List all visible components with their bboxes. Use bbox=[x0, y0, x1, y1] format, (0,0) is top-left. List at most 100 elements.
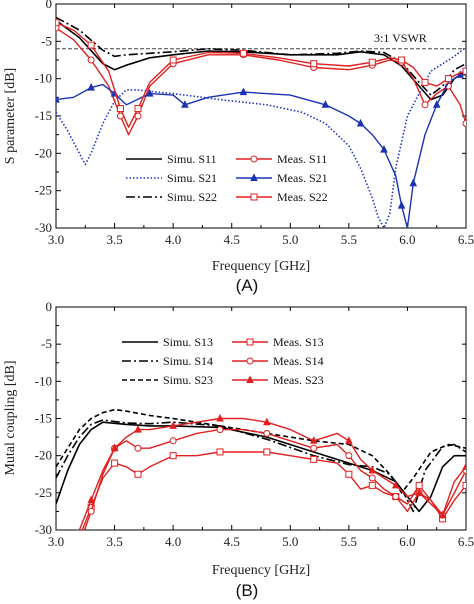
data-point-marker bbox=[239, 87, 248, 96]
plot-frame bbox=[55, 306, 467, 531]
data-point-marker bbox=[415, 488, 423, 496]
data-point-marker bbox=[263, 417, 271, 426]
chart-panel-b: 3.0 3.5 4.0 4.5 5.0 5.5 6.0 6.5 0 -5 -10 -15 -20 -25 -… bbox=[3, 299, 474, 600]
data-point-marker bbox=[169, 452, 177, 460]
legend-marker bbox=[250, 155, 258, 163]
series-line bbox=[56, 27, 466, 136]
data-point-marker bbox=[87, 495, 95, 504]
y-tick-label: -15 bbox=[35, 411, 52, 426]
y-tick-label: -20 bbox=[35, 145, 52, 160]
x-tick-label: 5.0 bbox=[282, 534, 298, 549]
y-tick-label: -30 bbox=[35, 522, 52, 537]
data-point-marker bbox=[87, 83, 95, 91]
data-point-marker bbox=[392, 493, 400, 501]
legend-label: Meas. S21 bbox=[277, 171, 328, 185]
tick-group: 3.0 3.5 4.0 4.5 5.0 5.5 6.0 6.5 0 -5 -10 -15 -20 -25 -… bbox=[35, 299, 474, 549]
y-tick-label: -25 bbox=[35, 183, 52, 198]
series-line bbox=[56, 421, 466, 513]
data-point-marker bbox=[56, 19, 60, 27]
data-point-marker bbox=[356, 118, 365, 127]
data-point-marker bbox=[391, 480, 400, 489]
y-tick-label: -30 bbox=[35, 220, 52, 235]
legend-marker bbox=[250, 173, 258, 181]
y-tick-label: 0 bbox=[46, 299, 53, 314]
data-point-marker bbox=[462, 462, 466, 470]
data-point-marker bbox=[87, 41, 95, 49]
y-tick-label: -5 bbox=[41, 336, 52, 351]
x-tick-label: 6.5 bbox=[458, 232, 474, 247]
data-point-marker bbox=[398, 56, 406, 64]
data-point-marker bbox=[56, 24, 60, 32]
data-point-marker bbox=[421, 101, 429, 109]
data-point-marker bbox=[87, 56, 95, 64]
y-tick-label: -10 bbox=[35, 373, 52, 388]
data-point-marker bbox=[368, 474, 376, 482]
x-tick-label: 3.0 bbox=[48, 534, 64, 549]
x-tick-label: 5.0 bbox=[282, 232, 298, 247]
data-point-marker bbox=[310, 455, 318, 463]
legend-marker bbox=[246, 338, 254, 346]
data-point-marker bbox=[310, 444, 318, 452]
series-line bbox=[56, 22, 466, 128]
legend-label: Simu. S14 bbox=[163, 354, 213, 368]
data-point-marker bbox=[321, 100, 330, 108]
series-group bbox=[56, 408, 466, 530]
data-point-marker bbox=[87, 507, 95, 515]
data-point-marker bbox=[111, 459, 119, 467]
data-point-marker bbox=[145, 88, 154, 97]
data-point-marker bbox=[456, 70, 464, 78]
y-axis-title: Mutal coupling [dB] bbox=[3, 360, 18, 475]
data-point-marker bbox=[263, 448, 271, 456]
data-point-marker bbox=[134, 425, 142, 433]
x-tick-label: 6.0 bbox=[399, 534, 415, 549]
data-point-marker bbox=[216, 413, 224, 422]
series-line bbox=[56, 16, 466, 96]
data-point-marker bbox=[368, 465, 377, 474]
legend-marker bbox=[246, 357, 254, 365]
data-point-marker bbox=[444, 75, 452, 83]
data-point-marker bbox=[169, 56, 177, 64]
series-line bbox=[83, 428, 466, 530]
data-point-marker bbox=[134, 105, 142, 113]
x-axis-title: Frequency [GHz] bbox=[212, 563, 310, 578]
legend-label: Meas. S22 bbox=[277, 190, 328, 204]
y-tick-label: -5 bbox=[41, 33, 52, 48]
data-point-marker bbox=[415, 481, 423, 489]
data-point-marker bbox=[409, 178, 418, 187]
data-point-marker bbox=[462, 67, 466, 75]
y-tick-label: -20 bbox=[35, 448, 52, 463]
x-tick-label: 3.5 bbox=[106, 534, 122, 549]
x-tick-label: 4.5 bbox=[224, 534, 240, 549]
legend-label: Meas. S14 bbox=[273, 354, 324, 368]
data-point-marker bbox=[216, 448, 224, 456]
tick-group: 3.0 3.5 4.0 4.5 5.0 5.5 6.0 6.5 0 -5 -10 -15 -20 -25 -… bbox=[35, 0, 474, 247]
x-tick-label: 3.0 bbox=[48, 232, 64, 247]
data-point-marker bbox=[345, 452, 353, 460]
legend: Simu. S13 Meas. S13 Simu. S14 Meas. S14 Simu… bbox=[122, 335, 324, 387]
data-point-marker bbox=[309, 436, 318, 444]
data-point-marker bbox=[169, 437, 177, 445]
legend-label: Simu. S13 bbox=[163, 335, 213, 349]
x-tick-label: 5.5 bbox=[341, 534, 357, 549]
x-axis-title: Frequency [GHz] bbox=[212, 259, 310, 274]
x-tick-label: 6.0 bbox=[399, 232, 415, 247]
data-point-marker bbox=[110, 443, 119, 452]
data-point-marker bbox=[345, 436, 353, 444]
data-point-marker bbox=[380, 144, 388, 153]
x-tick-label: 3.5 bbox=[106, 232, 122, 247]
legend-label: Simu. S23 bbox=[163, 373, 213, 387]
y-tick-label: -15 bbox=[35, 108, 52, 123]
data-point-marker bbox=[134, 444, 142, 452]
series-group bbox=[56, 16, 466, 228]
legend-label: Simu. S21 bbox=[167, 171, 217, 185]
data-point-marker bbox=[216, 426, 224, 434]
data-point-marker bbox=[438, 510, 447, 519]
legend-label: Simu. S11 bbox=[167, 152, 217, 166]
x-tick-label: 4.0 bbox=[165, 232, 181, 247]
legend-label: Meas. S13 bbox=[273, 335, 324, 349]
y-tick-label: -10 bbox=[35, 71, 52, 86]
data-point-marker bbox=[368, 481, 376, 489]
legend: Simu. S11 Meas. S11 Simu. S21 Meas. S21 Simu… bbox=[126, 152, 328, 204]
data-point-marker bbox=[134, 470, 142, 478]
